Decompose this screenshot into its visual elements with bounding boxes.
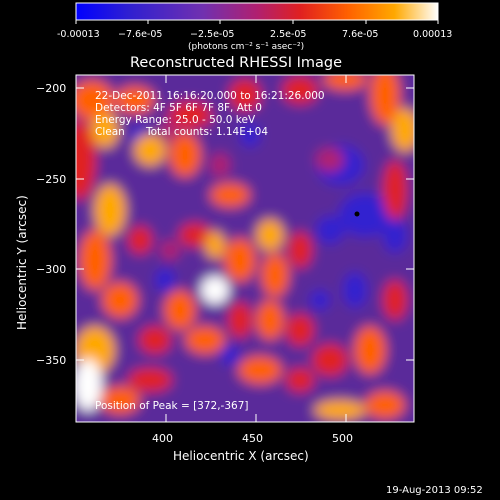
image-blob xyxy=(76,120,96,200)
image-blob xyxy=(115,86,155,114)
colorbar-tick-label: -0.00013 xyxy=(57,29,100,40)
colorbar-tick-label: 2.5e-05 xyxy=(270,29,306,40)
energy-range-text: Energy Range: 25.0 - 50.0 keV xyxy=(95,114,256,126)
clean-text: Clean xyxy=(95,126,125,138)
image-blob xyxy=(383,280,407,320)
image-blob xyxy=(76,359,102,411)
y-axis-label: Heliocentric Y (arcsec) xyxy=(15,195,29,330)
image-blob xyxy=(316,148,344,172)
peak-marker xyxy=(354,211,360,217)
total-counts-text: Total counts: 1.14E+04 xyxy=(145,126,268,138)
image-blob xyxy=(100,386,140,414)
y-tick-label: −300 xyxy=(36,263,66,276)
colorbar-tick-label: 0.00013 xyxy=(413,29,452,40)
image-blob xyxy=(261,253,289,297)
image-blob xyxy=(323,75,367,90)
image-blob xyxy=(168,101,212,129)
image-blob xyxy=(354,326,386,374)
image-blob xyxy=(365,391,405,419)
y-tick-label: −250 xyxy=(36,173,66,186)
image-blob xyxy=(240,123,260,147)
image-blob xyxy=(210,183,250,207)
image-blob xyxy=(164,290,196,330)
colorbar-ticks xyxy=(75,20,439,24)
image-blob xyxy=(383,217,407,253)
image-blob xyxy=(286,368,314,392)
x-tick-label: 500 xyxy=(332,432,353,445)
colorbar-tick-label: −7.6e-05 xyxy=(118,29,162,40)
image-blob xyxy=(94,184,126,236)
image-blob xyxy=(79,230,111,290)
image-blob xyxy=(312,344,348,376)
image-blob xyxy=(210,153,230,177)
colorbar xyxy=(75,2,439,21)
image-blob xyxy=(224,238,256,282)
colorbar-tick-label: −2.5e-05 xyxy=(190,29,234,40)
image-blob xyxy=(205,231,225,259)
image-blob xyxy=(201,276,229,304)
detectors-text: Detectors: 4F 5F 6F 7F 8F, Att 0 xyxy=(95,102,262,114)
time-range-text: 22-Dec-2011 16:16:20.000 to 16:21:26.000 xyxy=(95,90,325,102)
image-blob xyxy=(383,160,407,220)
image-blob xyxy=(316,216,344,244)
image-blob xyxy=(238,356,282,384)
image-blob xyxy=(286,314,314,346)
image-blob xyxy=(160,240,180,260)
image-blob xyxy=(314,400,366,420)
image-blob xyxy=(128,226,152,254)
image-blob xyxy=(391,108,414,152)
x-tick-label: 400 xyxy=(152,432,173,445)
image-blob xyxy=(160,120,180,140)
image-blob xyxy=(343,272,367,308)
image-blob xyxy=(288,232,312,268)
image-blob xyxy=(155,268,175,292)
image-blob xyxy=(139,326,171,354)
x-tick-label: 450 xyxy=(242,432,263,445)
generated-date: 19-Aug-2013 09:52 xyxy=(386,485,483,496)
y-tick-label: −200 xyxy=(36,82,66,95)
peak-position-text: Position of Peak = [372,-367] xyxy=(95,400,249,412)
image-blob xyxy=(370,75,400,125)
y-tick-label: −350 xyxy=(36,354,66,367)
image-blob xyxy=(310,290,330,310)
image-map xyxy=(76,75,414,422)
axis-ticks xyxy=(76,75,414,422)
image-blob xyxy=(229,79,261,111)
plot-frame xyxy=(75,74,415,423)
image-blob xyxy=(185,326,225,354)
image-blob xyxy=(228,302,252,338)
image-blob xyxy=(134,134,166,166)
image-blob xyxy=(128,368,172,392)
image-blob xyxy=(169,133,201,177)
image-blob xyxy=(91,112,119,148)
image-blob xyxy=(282,76,318,104)
image-blob xyxy=(76,80,114,120)
image-blob xyxy=(179,223,211,247)
image-blob xyxy=(256,219,284,251)
image-blob xyxy=(220,345,240,365)
image-blob xyxy=(102,282,138,318)
plot-title: Reconstructed RHESSI Image xyxy=(130,55,342,71)
image-blob xyxy=(339,193,391,237)
x-axis-label: Heliocentric X (arcsec) xyxy=(173,449,309,463)
image-blob xyxy=(256,300,284,340)
colorbar-units: (photons cm⁻² s⁻¹ asec⁻²) xyxy=(188,42,304,52)
colorbar-tick-label: 7.6e-05 xyxy=(342,29,378,40)
